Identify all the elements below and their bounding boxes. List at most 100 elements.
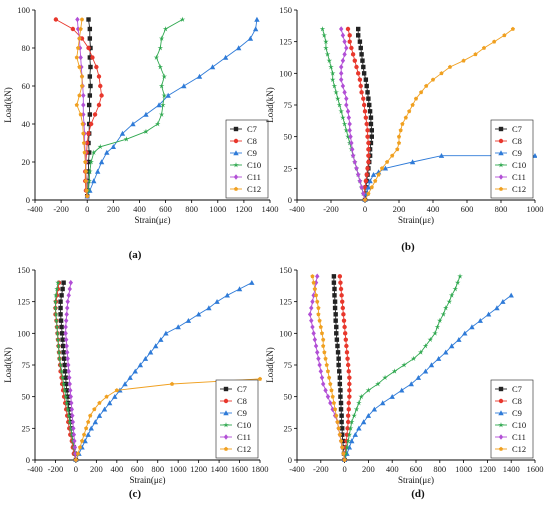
data-point-c8	[345, 413, 351, 418]
data-point-c8	[345, 26, 351, 32]
data-point-c7	[62, 362, 67, 368]
series-line-c8	[347, 28, 369, 201]
data-point-c12	[319, 331, 325, 336]
data-point-c9	[456, 336, 462, 342]
data-point-c10	[55, 336, 61, 343]
data-point-c12	[410, 102, 415, 107]
data-point-c8	[338, 286, 344, 292]
data-point-c8	[354, 64, 359, 70]
legend-box	[215, 379, 259, 459]
data-point-c10	[329, 76, 336, 83]
data-point-c7	[338, 388, 343, 393]
data-point-c9	[163, 330, 169, 336]
data-point-c9	[469, 324, 475, 330]
legend-label: C10	[247, 160, 261, 170]
x-tick-label: 1000	[170, 464, 187, 474]
legend-label: C7	[247, 124, 257, 134]
data-point-c9	[349, 438, 355, 444]
data-point-c8	[350, 52, 356, 57]
data-point-c11	[63, 336, 69, 343]
data-point-c7	[88, 83, 93, 89]
data-point-c8	[359, 90, 364, 95]
y-tick-label: 100	[17, 328, 30, 338]
data-point-c9	[196, 73, 203, 79]
data-point-c8	[364, 172, 369, 177]
data-point-c11	[69, 406, 75, 413]
legend-label: C11	[247, 172, 261, 182]
data-point-c12	[92, 407, 97, 412]
x-tick-label: 600	[410, 464, 423, 474]
data-point-c7	[63, 381, 69, 387]
chart-panel-a: -400 -200 0 200 400 600 800 1000 1200 1400 0 20 40 60…	[3, 5, 279, 261]
data-point-c11	[325, 393, 331, 400]
panel-caption: (b)	[401, 241, 415, 253]
y-tick-label: 80	[22, 43, 31, 53]
x-tick-label: 1000	[527, 204, 544, 214]
data-point-c11	[66, 292, 71, 299]
y-axis-label: Load(kN)	[3, 87, 13, 123]
data-point-c11	[328, 400, 333, 406]
data-point-c11	[71, 431, 77, 438]
data-point-c10	[348, 419, 355, 425]
data-point-c9	[371, 406, 378, 412]
data-point-c10	[331, 83, 338, 89]
data-point-c12	[419, 90, 424, 95]
data-point-c10	[64, 406, 71, 412]
data-point-c12	[73, 457, 78, 462]
data-point-c12	[317, 318, 322, 323]
data-point-c10	[162, 26, 169, 32]
data-point-c12	[169, 381, 175, 386]
data-point-c7	[331, 280, 337, 285]
data-point-c11	[342, 38, 347, 45]
y-tick-label: 150	[279, 265, 292, 275]
data-point-c10	[442, 305, 449, 311]
data-point-c8	[344, 432, 350, 437]
legend: C7 C8 C9 C10 C11 C12	[215, 379, 259, 459]
data-point-c10	[63, 400, 70, 406]
data-point-c7	[60, 343, 66, 349]
data-point-c9	[104, 149, 110, 155]
data-point-c12	[336, 426, 341, 431]
data-point-c12	[75, 451, 81, 456]
data-point-c12	[311, 280, 316, 285]
data-point-c7	[368, 115, 374, 120]
data-point-c12	[78, 112, 83, 117]
data-point-c10	[86, 178, 92, 184]
data-point-c12	[318, 324, 323, 329]
data-point-c9	[222, 54, 229, 60]
data-point-c10	[321, 32, 327, 38]
data-point-c9	[382, 165, 389, 171]
data-point-c9	[500, 298, 506, 304]
data-point-c9	[185, 317, 192, 323]
data-point-c7	[338, 394, 343, 399]
legend-box	[225, 119, 269, 199]
data-point-c11	[340, 57, 346, 64]
series-line-c7	[357, 29, 373, 201]
data-point-c12	[79, 74, 85, 79]
data-point-c9	[399, 387, 405, 393]
data-point-c11	[323, 387, 328, 394]
data-point-c7	[88, 64, 93, 70]
data-point-c7	[338, 400, 344, 406]
x-tick-label: 200	[107, 204, 120, 214]
data-point-c7	[59, 324, 64, 330]
data-point-c10	[454, 279, 461, 286]
data-point-c9	[214, 298, 220, 304]
data-point-c7	[356, 33, 361, 38]
series-line-c10	[86, 19, 183, 197]
data-point-c12	[366, 191, 371, 196]
data-point-c7	[361, 71, 367, 76]
chart-panel-b: -400 -200 0 200 400 600 800 1000 0 25 50 75 100 125 15…	[265, 5, 544, 253]
data-point-c11	[75, 26, 81, 32]
data-point-c12	[341, 451, 346, 456]
data-point-c10	[53, 311, 59, 317]
data-point-c12	[86, 419, 91, 424]
data-point-c12	[439, 71, 444, 76]
data-point-c11	[313, 343, 319, 349]
data-point-c12	[398, 128, 403, 133]
data-point-c7	[60, 286, 65, 292]
legend-marker	[223, 386, 229, 392]
data-point-c10	[53, 292, 59, 298]
data-point-c10	[418, 349, 424, 355]
legend-label: C10	[512, 160, 526, 170]
